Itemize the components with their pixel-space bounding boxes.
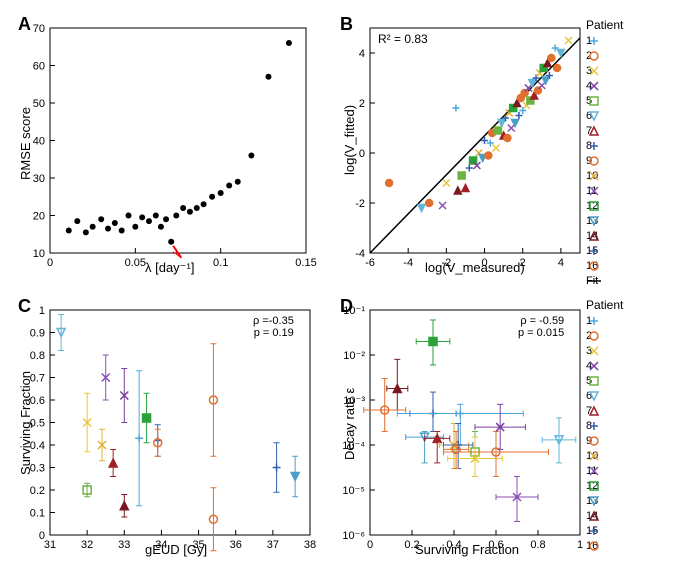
legend-item: 10 [586, 449, 623, 463]
panel-d-plot: 00.20.40.60.8110⁻⁶10⁻⁵10⁻⁴10⁻³10⁻²10⁻¹ [370, 310, 580, 535]
legend-item: 9 [586, 434, 623, 448]
svg-text:0: 0 [367, 539, 373, 551]
panel-a-label: A [18, 14, 31, 35]
legend-item: 6 [586, 109, 623, 123]
panel-d-ylabel: Decay rate ε [342, 388, 357, 460]
panel-b-legend: Patient12345678910111213141516Fit [586, 18, 623, 289]
svg-text:30: 30 [33, 173, 45, 185]
svg-text:1: 1 [39, 305, 45, 317]
svg-text:31: 31 [44, 539, 56, 551]
svg-text:0.05: 0.05 [125, 257, 146, 269]
legend-item: 1 [586, 34, 623, 48]
svg-text:0: 0 [359, 148, 365, 160]
legend-item: 5 [586, 374, 623, 388]
svg-text:10⁻¹: 10⁻¹ [343, 305, 365, 317]
legend-item: 15 [586, 524, 623, 538]
svg-text:-2: -2 [355, 198, 365, 210]
legend-item: 14 [586, 509, 623, 523]
svg-text:0.8: 0.8 [530, 539, 545, 551]
svg-text:-4: -4 [403, 257, 413, 269]
svg-text:0: 0 [47, 257, 53, 269]
legend-item: 10 [586, 169, 623, 183]
svg-text:0.9: 0.9 [30, 328, 45, 340]
legend-item: 9 [586, 154, 623, 168]
panel-b-label: B [340, 14, 353, 35]
panel-a-xlabel: λ [day⁻¹] [145, 260, 195, 276]
panel-b-plot: -6-4-2024-4-2024 [370, 28, 580, 253]
panel-c-ylabel: Surviving Fraction [18, 371, 33, 475]
legend-item: 14 [586, 229, 623, 243]
legend-item: 11 [586, 464, 623, 478]
legend-item: 13 [586, 494, 623, 508]
panel-c-annot: ρ =-0.35 p = 0.19 [253, 315, 294, 339]
legend-item: 16 [586, 259, 623, 273]
svg-text:10⁻²: 10⁻² [343, 350, 365, 362]
legend-item: 7 [586, 124, 623, 138]
svg-text:37: 37 [267, 539, 279, 551]
svg-text:10⁻⁶: 10⁻⁶ [342, 530, 365, 542]
legend-item: 16 [586, 539, 623, 553]
panel-b-ylabel: log(V_fitted) [342, 105, 357, 175]
legend-item: 13 [586, 214, 623, 228]
legend-item: 8 [586, 139, 623, 153]
legend-item: 5 [586, 94, 623, 108]
legend-item: 8 [586, 419, 623, 433]
legend-item: 4 [586, 79, 623, 93]
svg-text:0.15: 0.15 [295, 257, 316, 269]
svg-text:33: 33 [118, 539, 130, 551]
svg-text:-4: -4 [355, 248, 365, 260]
svg-text:0: 0 [39, 530, 45, 542]
legend-item: 1 [586, 314, 623, 328]
panel-a-plot: 00.050.10.1510203040506070 [50, 28, 306, 253]
legend-item: 2 [586, 49, 623, 63]
panel-c-plot: 313233343536373800.10.20.30.40.50.60.70.… [50, 310, 310, 535]
svg-text:60: 60 [33, 61, 45, 73]
panel-d-legend: Patient12345678910111213141516 [586, 298, 623, 554]
panel-a-ylabel: RMSE score [18, 107, 33, 180]
legend-item: 6 [586, 389, 623, 403]
svg-text:0.8: 0.8 [30, 350, 45, 362]
legend-item: 12 [586, 479, 623, 493]
svg-text:4: 4 [359, 48, 365, 60]
legend-item: 4 [586, 359, 623, 373]
svg-text:1: 1 [577, 539, 583, 551]
legend-item: 15 [586, 244, 623, 258]
legend-item: 2 [586, 329, 623, 343]
legend-item: 3 [586, 344, 623, 358]
panel-b-annot: R² = 0.83 [378, 32, 428, 46]
svg-text:50: 50 [33, 98, 45, 110]
legend-item: 7 [586, 404, 623, 418]
svg-text:10⁻⁵: 10⁻⁵ [342, 485, 365, 497]
svg-text:0.2: 0.2 [30, 485, 45, 497]
legend-item: 12 [586, 199, 623, 213]
legend-item: 11 [586, 184, 623, 198]
panel-c-label: C [18, 296, 31, 317]
svg-text:2: 2 [359, 98, 365, 110]
svg-text:38: 38 [304, 539, 316, 551]
svg-text:0.1: 0.1 [30, 508, 45, 520]
panel-c-xlabel: gEUD [Gy] [145, 542, 207, 557]
svg-text:32: 32 [81, 539, 93, 551]
legend-item: 3 [586, 64, 623, 78]
svg-text:36: 36 [230, 539, 242, 551]
svg-text:40: 40 [33, 136, 45, 148]
panel-d-xlabel: Surviving Fraction [415, 542, 519, 557]
svg-text:-6: -6 [365, 257, 375, 269]
panel-d-annot: ρ = -0.59 p = 0.015 [518, 315, 564, 339]
svg-text:10: 10 [33, 248, 45, 260]
svg-text:70: 70 [33, 23, 45, 35]
panel-b-xlabel: log(V_measured) [425, 260, 525, 275]
svg-text:0.1: 0.1 [213, 257, 228, 269]
svg-text:4: 4 [558, 257, 564, 269]
svg-text:20: 20 [33, 211, 45, 223]
